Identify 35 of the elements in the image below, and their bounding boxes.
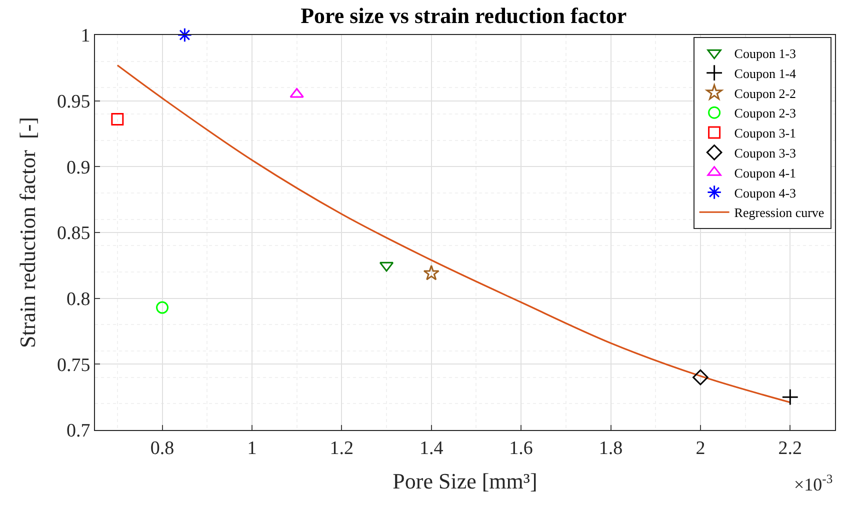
y-axis-title: Strain reduction factor [-] [14, 117, 40, 348]
x-tick-label: 2 [696, 438, 706, 459]
y-tick-label: 0.95 [56, 91, 90, 112]
x-tick-label: 1.8 [598, 438, 623, 459]
legend-label: Coupon 2-2 [734, 86, 796, 101]
y-tick-label: 1 [80, 26, 90, 47]
legend-label: Coupon 1-3 [734, 46, 796, 61]
legend-label: Coupon 3-1 [734, 126, 796, 141]
legend-label: Coupon 2-3 [734, 106, 796, 121]
y-tick-label: 0.85 [56, 223, 90, 244]
x-tick-label: 1.6 [509, 438, 533, 459]
chart-title: Pore size vs strain reduction factor [300, 3, 627, 28]
point [692, 369, 708, 386]
x-tick-label: 1.4 [419, 438, 444, 459]
y-tick-label: 0.9 [66, 157, 90, 178]
x-tick-label: 0.8 [150, 438, 174, 459]
y-tick-label: 0.75 [56, 354, 90, 376]
point [782, 388, 799, 406]
x-tick-label: 1 [247, 438, 257, 459]
legend-label: Coupon 3-3 [734, 145, 796, 160]
point [423, 264, 440, 280]
legend-label: Regression curve [734, 205, 824, 220]
point [379, 262, 394, 272]
point [156, 301, 169, 314]
legend-label: Coupon 4-1 [734, 165, 796, 180]
x-tick-label: 1.2 [330, 438, 354, 459]
y-tick-label: 0.7 [66, 420, 90, 442]
point [111, 113, 124, 126]
x-axis-title: Pore Size [mm³] [392, 468, 538, 494]
y-tick-label: 0.8 [66, 288, 90, 310]
x-tick-label: 2.2 [778, 438, 802, 459]
legend-label: Coupon 4-3 [734, 185, 796, 200]
point [177, 28, 192, 42]
legend-label: Coupon 1-4 [734, 66, 797, 81]
text: ×10$^{-3}$ [794, 472, 833, 495]
